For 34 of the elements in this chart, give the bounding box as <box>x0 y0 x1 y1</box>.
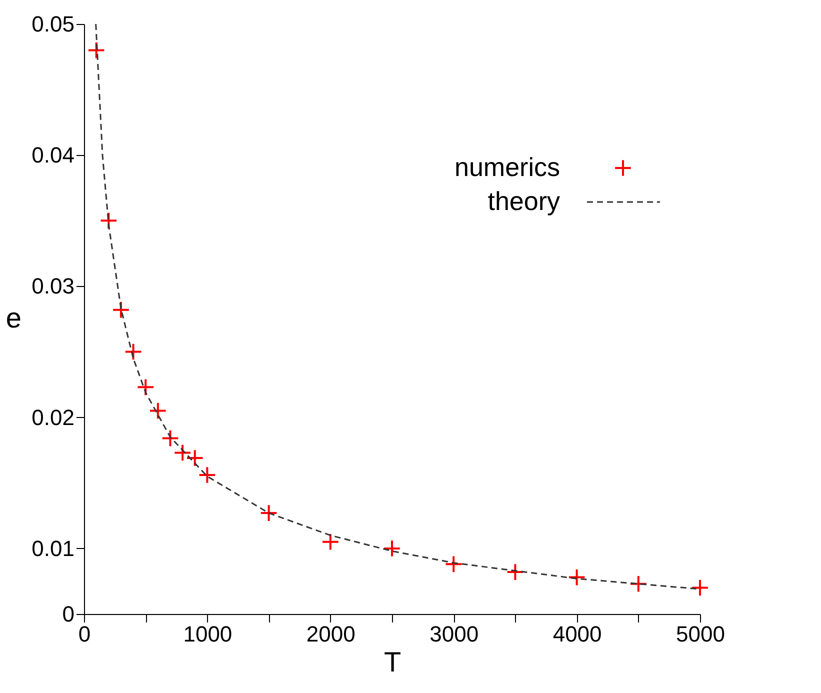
point <box>100 212 118 230</box>
point <box>174 444 192 462</box>
x-tick-label: 2000 <box>306 622 356 646</box>
legend-label: numerics <box>454 152 560 182</box>
point <box>506 563 524 581</box>
legend-label: theory <box>488 186 560 216</box>
point <box>124 342 142 361</box>
point <box>568 568 586 586</box>
point <box>691 578 709 597</box>
y-tick-label: 0.03 <box>32 274 74 299</box>
x-tick-label: 4000 <box>552 622 602 646</box>
point <box>629 574 648 593</box>
point <box>112 300 130 319</box>
y-axis-title: e <box>6 302 22 334</box>
point <box>136 378 155 396</box>
y-tick-label: 0.01 <box>32 536 74 561</box>
x-tick-label: 0 <box>78 622 91 646</box>
x-axis-title: T <box>384 646 402 678</box>
point <box>383 540 401 558</box>
point <box>198 466 216 484</box>
point <box>161 429 180 448</box>
x-tick-label: 3000 <box>430 622 479 646</box>
point <box>321 532 340 551</box>
point <box>186 449 204 467</box>
point <box>149 402 167 420</box>
point <box>87 41 106 60</box>
y-tick-label: 0 <box>62 602 74 626</box>
point <box>444 555 463 574</box>
x-tick-label: 1000 <box>183 622 232 646</box>
y-tick-label: 0.05 <box>32 12 74 36</box>
y-tick-label: 0.02 <box>32 404 74 430</box>
y-tick-label: 0.04 <box>32 142 74 168</box>
x-tick-label: 5000 <box>676 622 725 646</box>
point <box>260 504 278 522</box>
